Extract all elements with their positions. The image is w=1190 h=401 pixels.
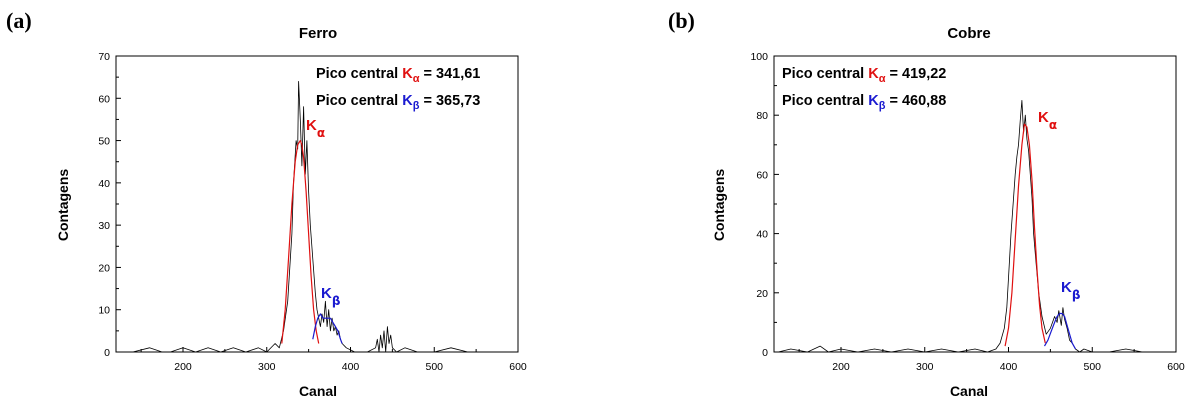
peak-kb-subscript: β [332, 294, 341, 308]
panel-letter-b: (b) [668, 8, 695, 33]
y-tick-label-a: 20 [98, 262, 110, 274]
x-tick-label-a: 300 [258, 361, 276, 373]
annotation-ka-prefix: Pico central [316, 66, 402, 82]
y-axis-label-a: Contagens [55, 169, 71, 242]
x-tick-label-a: 600 [509, 361, 527, 373]
annotation-ka-value: = 419,22 [885, 66, 946, 82]
annotation-kb-value: = 365,73 [419, 93, 480, 109]
y-tick-label-b: 20 [756, 288, 768, 300]
peak-ka-symbol: K [1038, 109, 1049, 126]
fit-line-kb-b [1043, 312, 1077, 350]
annotation-kb-prefix: Pico central [316, 93, 402, 109]
y-tick-label-b: 100 [750, 51, 768, 63]
annotation-ka-a: Pico central Kα = 341,61 [316, 66, 480, 85]
peak-ka-subscript: α [317, 126, 325, 140]
spectrum-line-b [778, 100, 1168, 353]
y-tick-label-a: 40 [98, 178, 110, 190]
peak-kb-symbol: K [321, 285, 332, 302]
annotation-kb-symbol: K [868, 93, 879, 109]
annotation-ka-subscript: α [879, 73, 886, 85]
chart-title-b: Cobre [947, 25, 990, 42]
fit-line-ka-b [1004, 123, 1046, 347]
y-tick-label-a: 0 [104, 347, 110, 359]
annotation-ka-value: = 341,61 [419, 66, 480, 82]
annotation-ka-b: Pico central Kα = 419,22 [782, 66, 946, 85]
annotation-kb-value: = 460,88 [885, 93, 946, 109]
x-tick-label-b: 300 [916, 361, 934, 373]
annotation-kb-symbol: K [402, 93, 413, 109]
x-axis-label-b: Canal [950, 383, 988, 399]
spectrum-line-a [120, 81, 493, 353]
panel-b: (b) Cobre 200 300 400 500 600 0 20 40 60 80 100 Ca… [668, 8, 1185, 399]
x-axis-label-a: Canal [299, 383, 337, 399]
y-tick-label-b: 0 [762, 347, 768, 359]
panel-a: (a) Ferro 200 300 400 500 600 0 10 20 30 40 50 60 70… [6, 8, 527, 399]
annotation-kb-a: Pico central Kβ = 365,73 [316, 93, 480, 112]
peak-label-kb-a: Kβ [321, 285, 341, 308]
y-tick-label-b: 80 [756, 110, 768, 122]
y-tick-label-a: 30 [98, 220, 110, 232]
x-tick-label-b: 400 [1000, 361, 1018, 373]
x-tick-label-a: 200 [174, 361, 192, 373]
plot-area-a: 200 300 400 500 600 0 10 20 30 40 50 60 70 [98, 51, 527, 373]
plot-area-b: 200 300 400 500 600 0 20 40 60 80 100 [750, 51, 1184, 373]
x-tick-label-a: 500 [425, 361, 443, 373]
peak-label-ka-b: Kα [1038, 109, 1057, 132]
fit-line-kb-a [312, 313, 343, 344]
annotation-kb-b: Pico central Kβ = 460,88 [782, 93, 946, 112]
y-tick-label-a: 70 [98, 51, 110, 63]
y-tick-label-b: 60 [756, 169, 768, 181]
x-tick-label-b: 500 [1083, 361, 1101, 373]
y-tick-label-a: 50 [98, 136, 110, 148]
annotation-ka-symbol: K [868, 66, 879, 82]
annotation-ka-symbol: K [402, 66, 413, 82]
peak-label-ka-a: Kα [306, 117, 325, 140]
x-tick-label-b: 600 [1167, 361, 1185, 373]
y-tick-label-a: 10 [98, 305, 110, 317]
chart-title-a: Ferro [299, 25, 337, 42]
annotation-kb-prefix: Pico central [782, 93, 868, 109]
annotation-kb-subscript: β [413, 100, 420, 112]
annotation-ka-prefix: Pico central [782, 66, 868, 82]
peak-kb-symbol: K [1061, 279, 1072, 296]
y-tick-label-b: 40 [756, 229, 768, 241]
peak-label-kb-b: Kβ [1061, 279, 1081, 302]
x-tick-label-b: 200 [832, 361, 850, 373]
annotation-ka-subscript: α [413, 73, 420, 85]
y-axis-label-b: Contagens [711, 169, 727, 242]
fit-line-ka-a [281, 140, 320, 344]
peak-kb-subscript: β [1072, 288, 1081, 302]
y-tick-label-a: 60 [98, 93, 110, 105]
peak-ka-symbol: K [306, 117, 317, 134]
panel-letter-a: (a) [6, 8, 32, 33]
annotation-kb-subscript: β [879, 100, 886, 112]
x-tick-label-a: 400 [342, 361, 360, 373]
peak-ka-subscript: α [1049, 118, 1057, 132]
